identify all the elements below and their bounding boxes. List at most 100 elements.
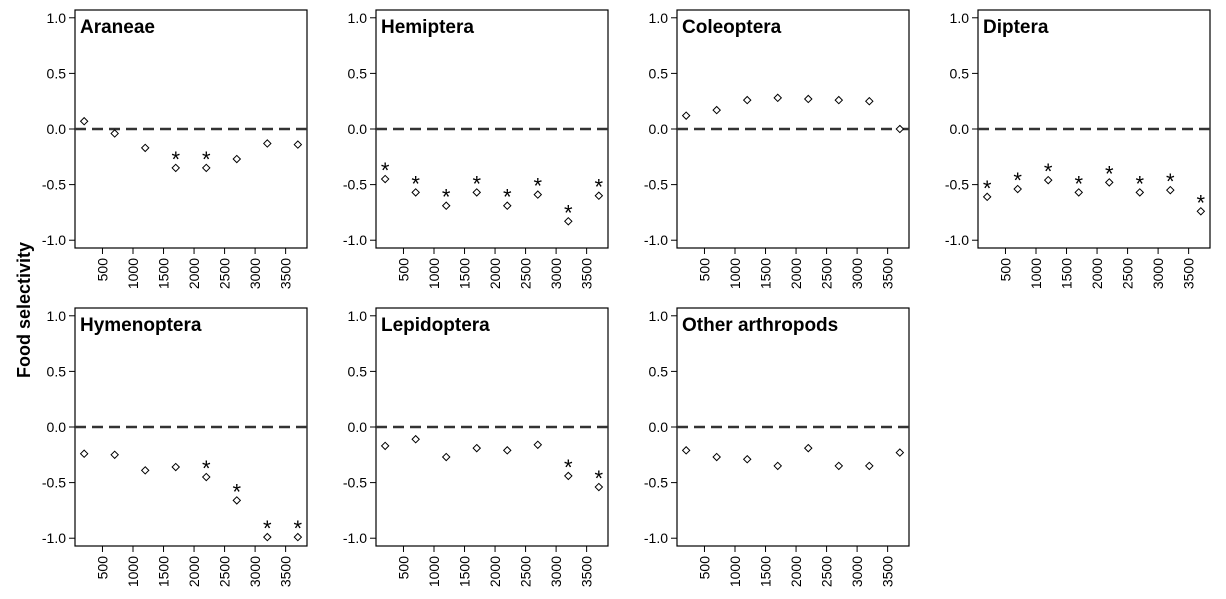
data-point bbox=[263, 532, 272, 542]
y-tick-label: 0.5 bbox=[47, 363, 67, 379]
x-tick-label: 2500 bbox=[1120, 258, 1136, 289]
y-tick-label: -1.0 bbox=[343, 530, 367, 546]
data-point bbox=[380, 441, 390, 451]
data-point bbox=[594, 191, 604, 201]
y-tick-label: 0.5 bbox=[47, 65, 67, 81]
y-tick-label: 0.0 bbox=[649, 121, 669, 137]
x-tick-label: 3000 bbox=[548, 258, 564, 289]
x-tick-label: 3500 bbox=[880, 556, 896, 587]
y-tick-label: -1.0 bbox=[42, 232, 66, 248]
x-tick-label: 3500 bbox=[579, 258, 595, 289]
significance-marker: * bbox=[983, 176, 992, 201]
x-tick-label: 2000 bbox=[487, 258, 503, 289]
panel-title: Araneae bbox=[80, 17, 155, 38]
data-point bbox=[411, 434, 420, 444]
x-tick-label: 500 bbox=[94, 258, 110, 282]
significance-marker: * bbox=[381, 158, 390, 183]
x-tick-label: 500 bbox=[696, 556, 712, 580]
x-tick-label: 2000 bbox=[186, 556, 202, 587]
x-tick-label: 2500 bbox=[518, 556, 534, 587]
significance-marker: * bbox=[595, 466, 604, 491]
y-tick-label: 0.5 bbox=[950, 65, 970, 81]
y-tick-label: 1.0 bbox=[47, 308, 67, 324]
y-tick-label: -1.0 bbox=[644, 232, 668, 248]
x-tick-label: 1000 bbox=[727, 258, 743, 289]
data-point bbox=[293, 532, 303, 542]
panel-lepidoptera: Lepidoptera -1.0 -0.5 0.0 0.5 1.0 500 1000 1500 2… bbox=[343, 307, 609, 587]
data-point bbox=[140, 143, 150, 153]
data-point bbox=[79, 449, 89, 458]
data-point bbox=[773, 461, 783, 471]
y-tick-label: 0.0 bbox=[47, 121, 67, 137]
y-tick-label: 1.0 bbox=[348, 308, 368, 324]
x-tick-label: 2500 bbox=[819, 556, 835, 587]
data-point bbox=[803, 94, 813, 104]
panel-hymenoptera: Hymenoptera -1.0 -0.5 0.0 0.5 1.0 500 1000 1500 2… bbox=[42, 307, 308, 587]
data-point bbox=[1013, 184, 1022, 194]
significance-marker: * bbox=[233, 479, 242, 504]
x-tick-label: 500 bbox=[395, 258, 411, 282]
data-point bbox=[110, 129, 119, 138]
significance-marker: * bbox=[1105, 161, 1114, 186]
x-tick-label: 1500 bbox=[758, 258, 774, 289]
significance-marker: * bbox=[472, 171, 481, 196]
y-tick-label: 0.0 bbox=[348, 419, 368, 435]
x-tick-label: 3000 bbox=[247, 556, 263, 587]
panel-title: Hemiptera bbox=[381, 17, 474, 38]
x-tick-label: 1500 bbox=[156, 258, 172, 289]
data-point bbox=[895, 448, 905, 457]
x-tick-label: 3000 bbox=[548, 556, 564, 587]
x-tick-label: 1500 bbox=[1059, 258, 1075, 289]
y-tick-label: 0.5 bbox=[649, 363, 669, 379]
y-tick-label: 0.5 bbox=[348, 65, 368, 81]
data-point bbox=[441, 201, 451, 211]
x-tick-label: 3000 bbox=[849, 258, 865, 289]
data-point bbox=[865, 96, 874, 106]
y-tick-label: 0.0 bbox=[950, 121, 970, 137]
x-tick-label: 1000 bbox=[1028, 258, 1044, 289]
data-point bbox=[1196, 206, 1206, 216]
panel-title: Lepidoptera bbox=[381, 315, 490, 336]
y-tick-label: -0.5 bbox=[42, 475, 66, 491]
significance-marker: * bbox=[534, 174, 543, 199]
x-tick-label: 2500 bbox=[518, 258, 534, 289]
data-point bbox=[803, 443, 813, 453]
x-tick-label: 3500 bbox=[278, 556, 294, 587]
x-tick-label: 1500 bbox=[156, 556, 172, 587]
x-tick-label: 2000 bbox=[1089, 258, 1105, 289]
data-point bbox=[201, 472, 211, 482]
y-tick-label: -0.5 bbox=[945, 177, 969, 193]
data-point bbox=[982, 192, 992, 202]
x-tick-label: 1000 bbox=[426, 556, 442, 587]
x-tick-label: 1500 bbox=[758, 556, 774, 587]
data-point bbox=[1074, 188, 1084, 197]
y-tick-label: 1.0 bbox=[649, 308, 669, 324]
significance-marker: * bbox=[171, 147, 180, 172]
panel-title: Diptera bbox=[983, 17, 1049, 38]
x-tick-label: 3000 bbox=[849, 556, 865, 587]
significance-marker: * bbox=[1044, 159, 1053, 184]
significance-marker: * bbox=[202, 456, 211, 481]
significance-marker: * bbox=[564, 200, 573, 225]
data-point bbox=[742, 95, 752, 105]
x-tick-label: 500 bbox=[94, 556, 110, 580]
data-point bbox=[502, 446, 512, 455]
data-point bbox=[681, 446, 691, 455]
data-point bbox=[712, 452, 721, 462]
data-point bbox=[564, 471, 573, 481]
y-tick-label: 0.5 bbox=[649, 65, 669, 81]
significance-marker: * bbox=[1197, 190, 1206, 215]
significance-marker: * bbox=[564, 455, 573, 480]
significance-marker: * bbox=[1013, 168, 1022, 193]
x-tick-label: 2500 bbox=[819, 258, 835, 289]
x-tick-label: 2000 bbox=[487, 556, 503, 587]
data-point bbox=[834, 95, 844, 105]
y-tick-label: 1.0 bbox=[47, 10, 67, 26]
data-point bbox=[201, 163, 211, 173]
data-point bbox=[1166, 185, 1175, 195]
y-tick-label: -0.5 bbox=[343, 475, 367, 491]
data-point bbox=[594, 482, 604, 492]
data-point bbox=[681, 111, 691, 120]
data-point bbox=[171, 163, 181, 173]
